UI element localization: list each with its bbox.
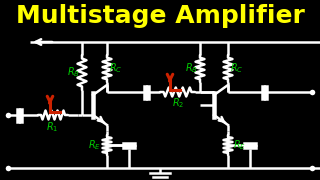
Text: $R_E$: $R_E$ [89,138,101,152]
Text: $R_C$: $R_C$ [230,61,244,75]
Text: $R_B$: $R_B$ [67,65,79,79]
Text: $R_E$: $R_E$ [234,138,246,152]
Text: $R_B$: $R_B$ [185,61,197,75]
Text: $R_1$: $R_1$ [46,120,58,134]
Text: $R_C$: $R_C$ [109,61,123,75]
Text: Multistage Amplifier: Multistage Amplifier [16,4,304,28]
Text: $R_2$: $R_2$ [172,96,184,110]
